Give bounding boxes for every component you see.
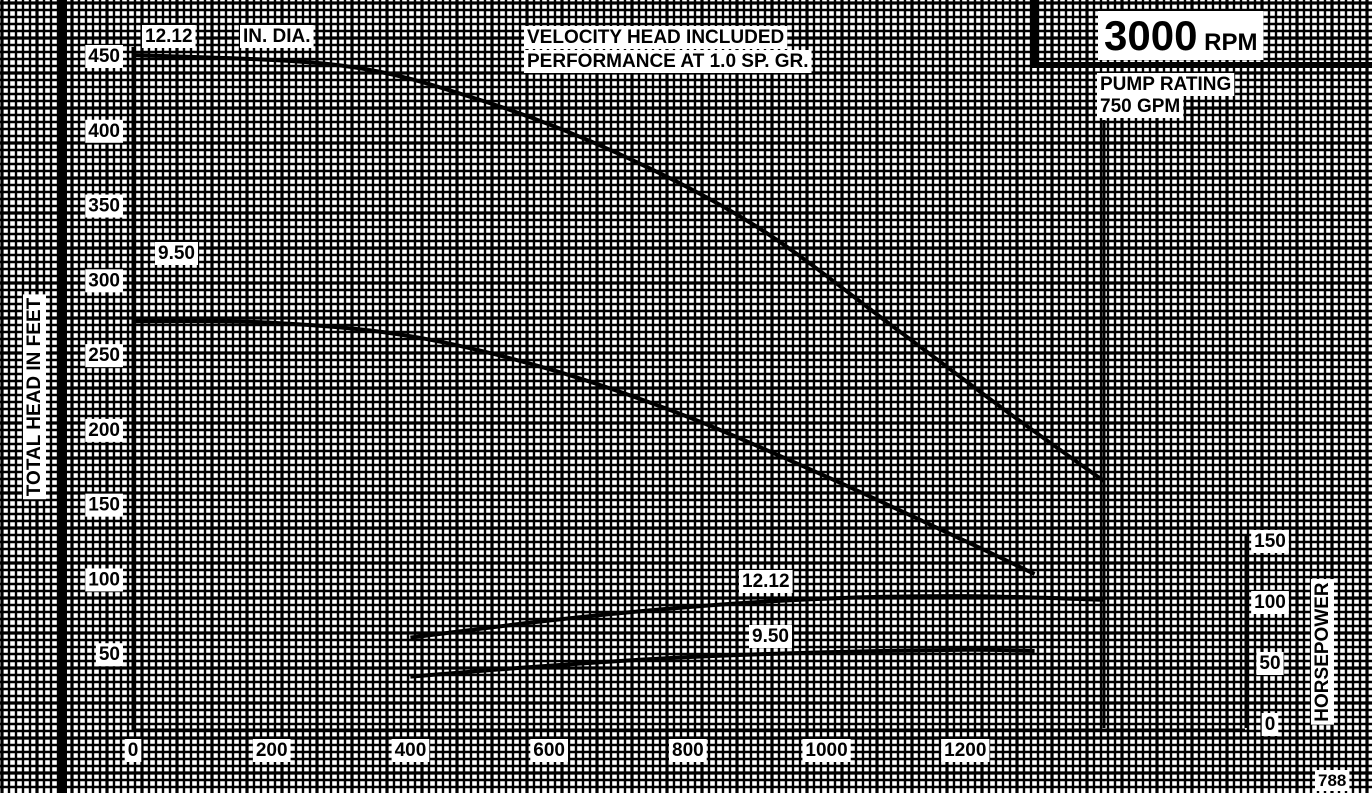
y2-tick-label-150: 150 (1251, 530, 1289, 553)
x-tick-label-1000: 1000 (802, 739, 851, 762)
y-tick-label-250: 250 (85, 344, 123, 368)
diameter-label: IN. DIA. (240, 25, 314, 48)
x-tick-label-1200: 1200 (941, 739, 990, 762)
y-tick-label-150: 150 (85, 493, 123, 517)
svg-text:0: 0 (1265, 714, 1276, 735)
x-tick-label-600: 600 (530, 739, 568, 762)
svg-text:50: 50 (99, 644, 120, 665)
y2-tick-label-100: 100 (1251, 591, 1289, 614)
y2-axis-title: HORSEPOWER (1311, 579, 1334, 725)
head-curve-12-12 (132, 53, 1106, 483)
svg-text:HORSEPOWER: HORSEPOWER (1312, 582, 1333, 722)
svg-text:100: 100 (1254, 592, 1286, 613)
labels: 50 100 150 200 250 300 350 400 450 0 200 400 600 800 1… (23, 11, 1350, 791)
head-curve-label-9-50: 9.50 (155, 242, 198, 265)
svg-text:400: 400 (395, 740, 427, 761)
svg-text:1000: 1000 (805, 740, 847, 761)
svg-text:9.50: 9.50 (752, 626, 789, 647)
y2-tick-label-0: 0 (1261, 713, 1279, 736)
svg-text:VELOCITY HEAD INCLUDED: VELOCITY HEAD INCLUDED (527, 27, 784, 48)
hp-curve-label-9-50: 9.50 (749, 625, 792, 648)
svg-text:100: 100 (88, 569, 120, 590)
svg-text:450: 450 (88, 46, 120, 67)
pump-rating-label: PUMP RATING (1097, 73, 1235, 96)
svg-text:800: 800 (672, 740, 704, 761)
chart-frame (59, 0, 1372, 793)
svg-text:150: 150 (88, 495, 120, 516)
svg-text:200: 200 (88, 420, 120, 441)
head-curve-label-12-12: 12.12 (142, 25, 196, 48)
x-tick-label-800: 800 (669, 739, 707, 762)
y-tick-label-300: 300 (85, 269, 123, 293)
y2-tick-label-50: 50 (1256, 652, 1284, 675)
svg-text:300: 300 (88, 270, 120, 291)
svg-text:600: 600 (533, 740, 565, 761)
svg-text:3000 RPM: 3000 RPM (1104, 12, 1257, 59)
svg-text:200: 200 (256, 740, 288, 761)
y-tick-label-50: 50 (95, 643, 123, 667)
y-axis-title: TOTAL HEAD IN FEET (23, 294, 46, 500)
curves (132, 53, 1106, 679)
svg-text:50: 50 (1259, 653, 1280, 674)
svg-text:PERFORMANCE AT 1.0 SP. GR.: PERFORMANCE AT 1.0 SP. GR. (527, 51, 809, 72)
x-tick-label-0: 0 (124, 739, 142, 762)
figure-code: 788 (1315, 770, 1350, 791)
svg-text:250: 250 (88, 345, 120, 366)
y-tick-label-100: 100 (85, 568, 123, 592)
x-tick-label-400: 400 (391, 739, 430, 762)
svg-text:1200: 1200 (944, 740, 986, 761)
svg-text:9.50: 9.50 (158, 243, 195, 264)
svg-text:0: 0 (128, 740, 139, 761)
x-tick-label-200: 200 (252, 739, 291, 762)
y-tick-label-350: 350 (85, 194, 123, 218)
note-performance: PERFORMANCE AT 1.0 SP. GR. (524, 50, 812, 73)
svg-text:TOTAL HEAD IN FEET: TOTAL HEAD IN FEET (24, 297, 45, 496)
hp-curve-12-12 (410, 594, 1105, 640)
svg-text:350: 350 (88, 196, 120, 217)
y-tick-label-450: 450 (85, 45, 123, 68)
y-tick-label-200: 200 (85, 418, 123, 442)
rpm-title: 3000 RPM (1098, 11, 1264, 60)
svg-text:12.12: 12.12 (742, 571, 790, 592)
head-curve-9-50 (132, 319, 1036, 576)
svg-text:788: 788 (1318, 771, 1346, 790)
note-velocity-head: VELOCITY HEAD INCLUDED (524, 26, 788, 49)
svg-text:750 GPM: 750 GPM (1100, 96, 1180, 117)
svg-text:400: 400 (88, 121, 120, 142)
hp-curve-label-12-12: 12.12 (739, 570, 793, 593)
svg-text:PUMP RATING: PUMP RATING (1100, 74, 1231, 95)
svg-text:150: 150 (1254, 531, 1286, 552)
svg-text:IN. DIA.: IN. DIA. (243, 26, 311, 47)
pump-rating-value: 750 GPM (1097, 95, 1184, 118)
hp-curve-9-50 (410, 647, 1035, 679)
y-tick-label-400: 400 (85, 119, 123, 143)
svg-text:12.12: 12.12 (145, 26, 193, 47)
title-box-line (1032, 0, 1372, 68)
